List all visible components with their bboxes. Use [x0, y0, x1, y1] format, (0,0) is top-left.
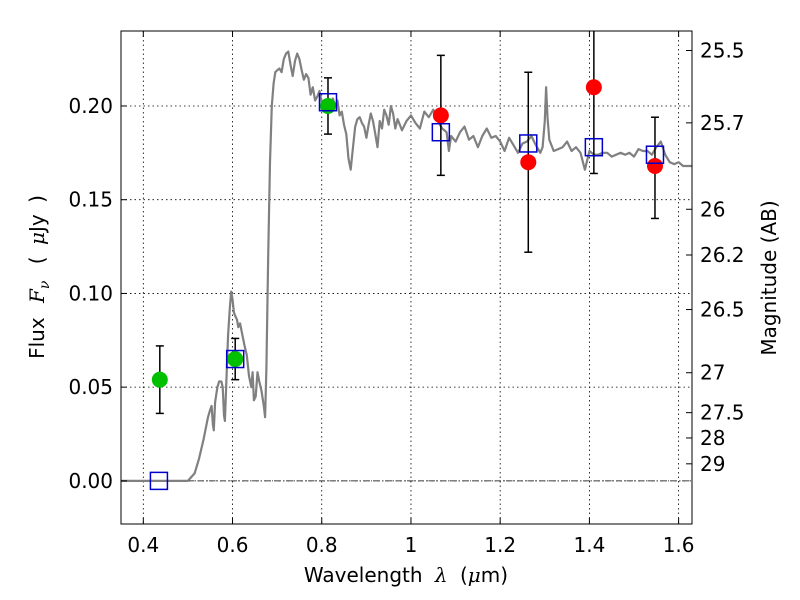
x-tick-label: 0.8 [306, 533, 338, 557]
y2-tick-label: 25.7 [700, 111, 745, 135]
x-axis-label-word: Wavelength [304, 563, 423, 587]
y-axis-label-nu: ν [37, 280, 53, 289]
y2-tick-label: 29 [700, 452, 725, 476]
red-observed-point [520, 154, 537, 171]
curve-layer [121, 50, 692, 482]
y2-tick-label: 28 [700, 426, 725, 450]
ticks [121, 31, 692, 524]
x-axis-label-unit: m) [481, 563, 508, 587]
y-tick-label: 0.05 [68, 375, 113, 399]
x-axis-label-lambda: λ [434, 563, 448, 587]
y2-tick-label: 26.2 [700, 243, 745, 267]
red-observed-point [585, 79, 602, 96]
x-tick-label: 0.6 [217, 533, 249, 557]
y-axis-label-f: F [25, 288, 49, 304]
y-tick-label: 0.00 [68, 469, 113, 493]
y-tick-label: 0.20 [68, 94, 113, 118]
green-observed-point [227, 351, 244, 368]
x-tick-labels: 0.4 0.6 0.8 1 1.2 1.4 1.6 [127, 533, 694, 557]
model-photometry-square [431, 122, 451, 142]
model-photometry-square [519, 134, 538, 153]
y-axis-label-unit: Jy [25, 214, 49, 234]
y-axis-label-open-paren: ( [25, 256, 49, 264]
y2-tick-label: 27 [700, 361, 725, 385]
y-axis-label-word: Flux [25, 317, 49, 359]
model-photometry-square [645, 145, 665, 164]
plot-frame [120, 30, 693, 525]
x-tick-label: 1.4 [573, 533, 605, 557]
model-photometry-square [149, 471, 169, 491]
marker-layer [149, 79, 665, 491]
red-observed-point [646, 157, 663, 174]
plot-background [121, 31, 692, 524]
y-axis-label-mu: μ [25, 232, 49, 245]
y2-tick-label: 26 [700, 197, 725, 221]
model-photometry-square [318, 92, 338, 112]
x-axis-label-mu: μ [468, 563, 481, 587]
grid [121, 31, 692, 524]
y-axis-label: Flux Fν ( μJy ) [25, 195, 54, 359]
sed-curve [121, 50, 692, 482]
x-tick-label: 0.4 [127, 533, 159, 557]
y-tick-labels: 0.00 0.05 0.10 0.15 0.20 [68, 94, 113, 493]
x-tick-label: 1 [405, 533, 418, 557]
model-photometry-square [584, 137, 604, 157]
y2-axis-label: Magnitude (AB) [757, 200, 781, 355]
green-observed-point [319, 97, 336, 114]
model-photometry-square [225, 349, 245, 369]
y-axis-label-close-paren: ) [25, 195, 49, 203]
y2-tick-label: 27.5 [700, 401, 745, 425]
x-axis-label: Wavelength λ (μm) [304, 563, 508, 587]
y2-tick-label: 26.5 [700, 298, 745, 322]
x-tick-label: 1.6 [663, 533, 695, 557]
green-observed-point [151, 371, 168, 388]
y2-tick-label: 25.5 [700, 38, 745, 62]
x-axis-label-open-paren: ( [460, 563, 468, 587]
y-tick-label: 0.10 [68, 281, 113, 305]
red-observed-point [432, 107, 449, 124]
y-tick-label: 0.15 [68, 188, 113, 212]
x-tick-label: 1.2 [484, 533, 516, 557]
